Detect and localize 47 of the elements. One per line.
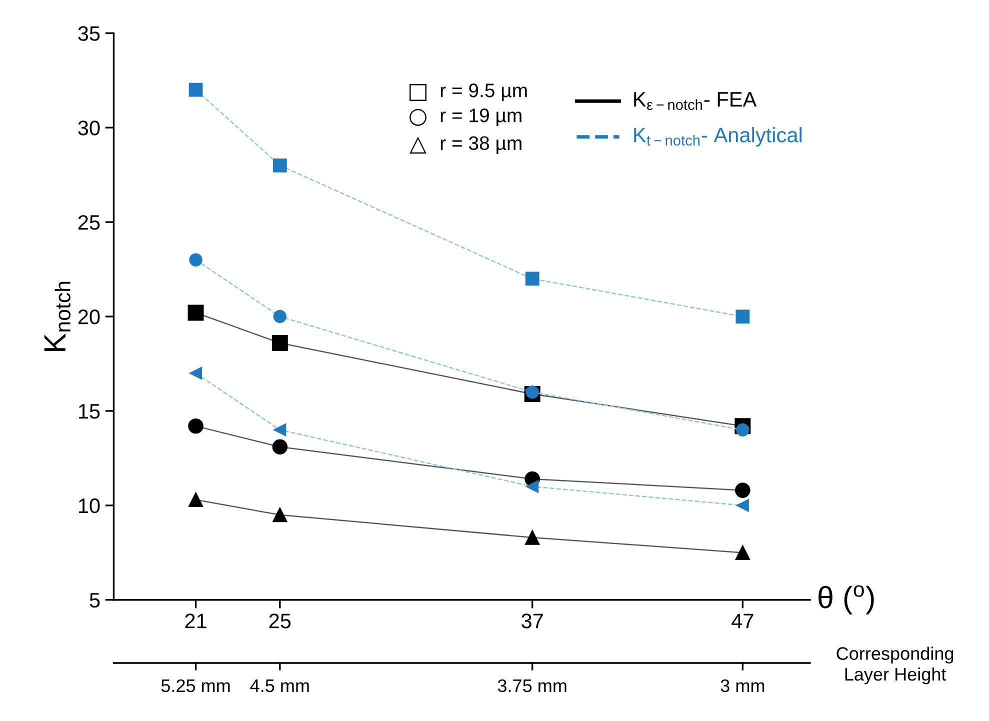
point <box>525 530 540 545</box>
y-tick-label: 15 <box>78 404 100 419</box>
point <box>190 366 202 380</box>
point <box>735 545 750 560</box>
point <box>526 385 539 399</box>
point <box>188 492 204 508</box>
y-tick-label: 30 <box>78 120 100 136</box>
text: Corresponding Layer Height <box>836 646 954 684</box>
point <box>736 310 750 324</box>
annotation: □ <box>410 84 426 101</box>
annotation: r = 38 µm <box>440 136 522 154</box>
point <box>272 334 288 351</box>
y-tick-label: 35 <box>78 26 100 41</box>
text: 5.25 mm <box>161 679 230 692</box>
x-tick-label: 25 <box>269 614 291 628</box>
text: 3 mm <box>720 679 764 692</box>
point <box>273 310 287 324</box>
point <box>272 158 287 172</box>
point <box>736 499 749 512</box>
x-tick-label: 21 <box>185 614 206 628</box>
annotation: r = 9.5 µm <box>440 84 527 102</box>
point <box>736 423 750 436</box>
annotation: ○ <box>410 108 426 126</box>
point <box>188 304 204 321</box>
point <box>272 439 288 454</box>
annotation: K$_{t−notch}$- Analytical <box>634 127 802 146</box>
point <box>274 424 286 436</box>
point <box>189 253 202 266</box>
annotation: △ <box>410 136 426 154</box>
annotation: r = 19 µm <box>440 108 522 126</box>
point <box>525 272 540 286</box>
annotation: K$_{ε−notch}$- FEA <box>634 92 757 110</box>
point <box>188 418 204 434</box>
y-axis-title: K$_{notch}$ <box>44 282 70 351</box>
y-tick-label: 10 <box>78 498 100 514</box>
point <box>272 508 288 522</box>
y-tick-label: 5 <box>90 593 100 608</box>
y-tick-label: 25 <box>78 215 100 230</box>
y-tick-label: 20 <box>78 310 100 324</box>
text: 3.75 mm <box>498 679 566 692</box>
x-tick-label: 37 <box>522 614 543 628</box>
x-tick-label: 47 <box>732 614 754 628</box>
point <box>526 480 539 493</box>
x-axis-title: θ ($^{o}$) <box>818 585 874 614</box>
text: 4.5 mm <box>250 680 309 692</box>
point <box>188 82 203 97</box>
point <box>735 482 750 498</box>
